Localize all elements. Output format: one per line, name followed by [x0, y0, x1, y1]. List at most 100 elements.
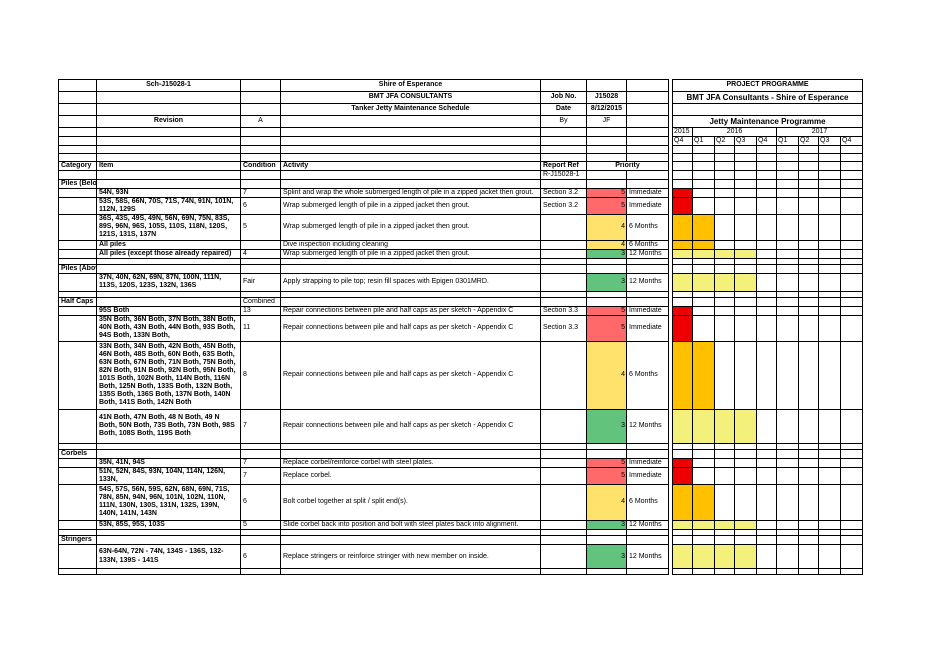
priority-number: 4 [586, 214, 627, 241]
timeline-cell [734, 457, 757, 468]
timeline-cell [756, 179, 777, 190]
condition-cell: 6 [240, 483, 281, 521]
priority-text: 12 Months [626, 519, 669, 530]
timeline-cell [839, 544, 864, 570]
priority-number: 3 [586, 408, 627, 444]
timeline-cell [839, 483, 864, 521]
schedule-row: 53S, 58S, 66N, 70S, 71S, 74N, 91N, 101N,… [58, 197, 864, 216]
item-cell: 35N, 41N, 94S [96, 457, 241, 468]
timeline-cell [776, 263, 799, 274]
timeline-cell [839, 466, 864, 485]
report-ref-cell [540, 272, 587, 292]
timeline-cell [818, 519, 841, 530]
timeline-cell [839, 314, 864, 342]
category-row: Corbels [58, 448, 864, 459]
activity-cell: Slide corbel back into position and bolt… [280, 519, 541, 530]
programme-bar [692, 483, 715, 521]
priority-text: Immediate [626, 305, 669, 316]
timeline-cell [798, 340, 819, 410]
schedule-row: 53N, 85S, 95S, 103S 5 Slide corbel back in… [58, 519, 864, 530]
programme-bar [692, 239, 715, 250]
condition-cell: 8 [240, 340, 281, 410]
timeline-cell [756, 534, 777, 546]
schedule-row: 95S Both 13 Repair connections between pil… [58, 305, 864, 316]
condition-cell: 7 [240, 408, 281, 444]
item-cell: 54S, 57S, 56N, 59S, 62N, 68N, 69N, 71S, … [96, 483, 241, 521]
timeline-cell [839, 272, 864, 292]
job-no-label: Job No. [540, 91, 587, 104]
timeline-cell [798, 408, 819, 444]
report-ref-cell [540, 214, 587, 241]
timeline-cell [818, 305, 841, 316]
timeline-cell [818, 272, 841, 292]
programme-bar [672, 197, 693, 216]
timeline-cell [756, 466, 777, 485]
programme-bar [672, 248, 693, 259]
client-name: Shire of Esperance [280, 79, 541, 92]
programme-bar [672, 214, 693, 241]
timeline-cell [692, 314, 715, 342]
item-cell: 63N-64N, 72N - 74N, 134S - 136S, 132-133… [96, 544, 241, 570]
timeline-cell [798, 305, 819, 316]
activity-cell: Wrap submerged length of pile in a zippe… [280, 197, 541, 216]
timeline-cell [818, 534, 841, 546]
programme-bar [734, 519, 757, 530]
timeline-cell [839, 248, 864, 259]
quarter-label: Q2 [714, 136, 735, 147]
programme-bar [714, 544, 735, 570]
timeline-cell [798, 314, 819, 342]
timeline-cell [839, 214, 864, 241]
timeline-cell [776, 544, 799, 570]
programme-bar [672, 188, 693, 199]
timeline-cell [692, 457, 715, 468]
priority-text: 6 Months [626, 214, 669, 241]
timeline-cell [776, 408, 799, 444]
programme-bar [672, 408, 693, 444]
timeline-cell [818, 188, 841, 199]
category-row: Half Caps Combined [58, 296, 864, 307]
priority-text: Immediate [626, 457, 669, 468]
schedule-row: All piles (except those already repaired… [58, 248, 864, 259]
timeline-cell [776, 305, 799, 316]
header-blank [58, 79, 97, 92]
category-name: Half Caps [58, 296, 97, 307]
timeline-cell [839, 263, 864, 274]
timeline-cell [818, 239, 841, 250]
priority-text: 6 Months [626, 340, 669, 410]
timeline-cell [756, 448, 777, 459]
timeline-cell [734, 263, 757, 274]
activity-cell: Replace corbel. [280, 466, 541, 485]
priority-number: 4 [586, 340, 627, 410]
column-header-priority: Priority [586, 161, 669, 172]
timeline-cell [839, 534, 864, 546]
timeline-cell [776, 448, 799, 459]
activity-cell: Dive inspection including cleaning [280, 239, 541, 250]
timeline-cell [734, 483, 757, 521]
timeline-cell [756, 408, 777, 444]
quarter-label: Q4 [672, 136, 693, 147]
activity-cell: Wrap submerged length of pile in a zippe… [280, 248, 541, 259]
item-cell: All piles [96, 239, 241, 250]
priority-number: 4 [586, 239, 627, 250]
timeline-cell [756, 544, 777, 570]
schedule-row: 54N, 93N 7 Splint and wrap the whole subme… [58, 188, 864, 199]
programme-bar [692, 340, 715, 410]
document-id: Sch-J15028-1 [96, 79, 241, 92]
programme-bar [672, 457, 693, 468]
timeline-cell [818, 448, 841, 459]
timeline-cell [839, 296, 864, 307]
quarter-label: Q4 [839, 136, 864, 147]
timeline-cell [734, 197, 757, 216]
condition-cell [240, 239, 281, 250]
category-name: Piles (Above Water) [58, 263, 97, 274]
column-header-category: Category [58, 161, 97, 172]
timeline-cell [734, 448, 757, 459]
report-ref-cell [540, 239, 587, 250]
programme-bar [692, 544, 715, 570]
timeline-cell [756, 263, 777, 274]
timeline-cell [714, 534, 735, 546]
schedule-row: 36S, 43S, 49S, 49N, 56N, 69N, 75N, 83S, … [58, 214, 864, 241]
programme-bar [692, 519, 715, 530]
year-2015: 2015 [672, 126, 693, 138]
priority-number: 5 [586, 305, 627, 316]
